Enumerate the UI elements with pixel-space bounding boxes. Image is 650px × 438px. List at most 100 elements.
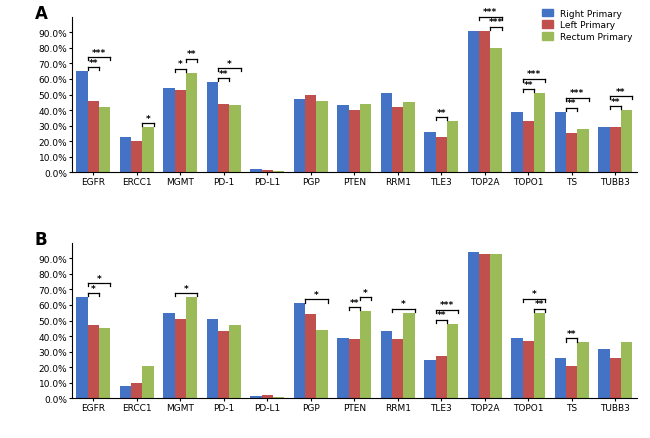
- Bar: [76, 297, 88, 399]
- Bar: [468, 32, 479, 173]
- Text: *: *: [363, 288, 368, 297]
- Bar: [392, 108, 404, 173]
- Text: *: *: [401, 300, 406, 309]
- Bar: [186, 74, 197, 173]
- Bar: [261, 171, 273, 173]
- Text: **: **: [437, 311, 446, 320]
- Bar: [566, 366, 577, 399]
- Bar: [468, 252, 479, 399]
- Bar: [131, 142, 142, 173]
- Bar: [273, 172, 284, 173]
- Bar: [186, 297, 197, 399]
- Bar: [218, 332, 229, 399]
- Bar: [621, 111, 632, 173]
- Bar: [534, 313, 545, 399]
- Bar: [229, 106, 240, 173]
- Legend: Right Primary, Left Primary, Rectum Primary: Right Primary, Left Primary, Rectum Prim…: [542, 10, 632, 42]
- Text: ***: ***: [526, 70, 541, 79]
- Bar: [577, 130, 589, 173]
- Bar: [404, 313, 415, 399]
- Bar: [305, 314, 317, 399]
- Bar: [566, 134, 577, 173]
- Bar: [436, 137, 447, 173]
- Bar: [392, 339, 404, 399]
- Bar: [76, 72, 88, 173]
- Text: ***: ***: [484, 8, 497, 17]
- Bar: [261, 396, 273, 399]
- Bar: [424, 133, 436, 173]
- Bar: [142, 366, 153, 399]
- Bar: [250, 169, 261, 173]
- Bar: [555, 113, 566, 173]
- Bar: [175, 91, 186, 173]
- Bar: [555, 358, 566, 399]
- Bar: [348, 111, 360, 173]
- Text: **: **: [187, 50, 196, 59]
- Bar: [99, 108, 110, 173]
- Bar: [598, 349, 610, 399]
- Bar: [360, 105, 371, 173]
- Text: ***: ***: [440, 300, 454, 310]
- Bar: [305, 95, 317, 173]
- Bar: [229, 325, 240, 399]
- Bar: [424, 360, 436, 399]
- Bar: [447, 122, 458, 173]
- Bar: [163, 313, 175, 399]
- Text: **: **: [567, 99, 577, 108]
- Bar: [523, 341, 534, 399]
- Text: **: **: [535, 300, 544, 309]
- Text: *: *: [91, 284, 96, 293]
- Bar: [610, 128, 621, 173]
- Bar: [294, 304, 305, 399]
- Bar: [381, 332, 392, 399]
- Bar: [479, 254, 490, 399]
- Text: **: **: [616, 88, 626, 96]
- Bar: [534, 94, 545, 173]
- Bar: [490, 254, 502, 399]
- Text: **: **: [610, 98, 620, 106]
- Bar: [88, 102, 99, 173]
- Bar: [381, 94, 392, 173]
- Bar: [120, 386, 131, 399]
- Text: **: **: [437, 108, 446, 117]
- Bar: [577, 343, 589, 399]
- Bar: [317, 102, 328, 173]
- Bar: [99, 328, 110, 399]
- Text: **: **: [523, 81, 533, 89]
- Bar: [598, 128, 610, 173]
- Bar: [436, 357, 447, 399]
- Bar: [337, 338, 348, 399]
- Text: *: *: [97, 274, 101, 283]
- Bar: [337, 106, 348, 173]
- Text: A: A: [34, 5, 47, 23]
- Bar: [273, 397, 284, 399]
- Bar: [621, 343, 632, 399]
- Bar: [512, 113, 523, 173]
- Text: ***: ***: [489, 18, 503, 27]
- Bar: [447, 324, 458, 399]
- Text: **: **: [88, 59, 98, 67]
- Bar: [120, 137, 131, 173]
- Bar: [512, 338, 523, 399]
- Text: B: B: [34, 230, 47, 248]
- Bar: [88, 325, 99, 399]
- Bar: [131, 383, 142, 399]
- Bar: [317, 330, 328, 399]
- Bar: [479, 32, 490, 173]
- Bar: [360, 311, 371, 399]
- Bar: [163, 89, 175, 173]
- Bar: [490, 49, 502, 173]
- Bar: [523, 122, 534, 173]
- Bar: [142, 128, 153, 173]
- Text: ***: ***: [570, 89, 584, 98]
- Bar: [404, 103, 415, 173]
- Bar: [250, 396, 261, 399]
- Text: **: **: [567, 329, 577, 338]
- Bar: [207, 83, 218, 173]
- Bar: [207, 319, 218, 399]
- Text: ***: ***: [92, 49, 106, 57]
- Text: *: *: [532, 290, 536, 299]
- Text: *: *: [183, 284, 188, 293]
- Text: **: **: [219, 70, 229, 78]
- Bar: [348, 339, 360, 399]
